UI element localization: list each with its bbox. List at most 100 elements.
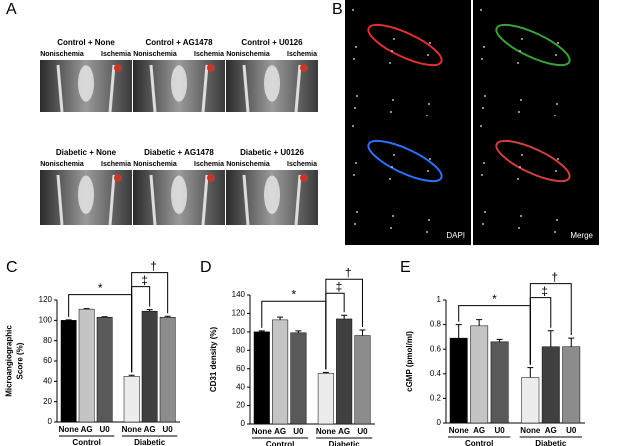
x-tick-label: AG (473, 426, 485, 435)
speckle (354, 107, 356, 109)
x-tick-label: U0 (357, 427, 368, 436)
y-tick-label: 0.2 (430, 394, 442, 403)
bar (141, 310, 158, 423)
speckle (556, 103, 558, 105)
error-bar (164, 315, 171, 318)
x-tick-label: None (449, 426, 470, 435)
bone-shape (264, 65, 280, 102)
group-label: Diabetic (134, 438, 166, 446)
error-bar (83, 308, 90, 310)
leg-bone (56, 64, 64, 113)
bar (490, 341, 509, 424)
significance-bracket (529, 283, 572, 365)
x-tick-label: None (520, 426, 541, 435)
error-bar (476, 319, 483, 326)
x-tick-label: U0 (566, 426, 577, 435)
speckle (391, 50, 393, 52)
y-tick-label: 60 (236, 364, 245, 373)
bar (562, 346, 581, 424)
speckle (555, 170, 557, 172)
y-tick-label: 100 (232, 327, 246, 336)
error-bar (547, 330, 554, 347)
speckle (484, 95, 486, 97)
speckle (483, 46, 485, 48)
speckle (390, 111, 392, 113)
bar (123, 376, 140, 423)
y-tick-label: 60 (43, 356, 52, 365)
x-tick-label: None (122, 425, 143, 434)
leg-bone (242, 64, 250, 113)
y-tick-label: 120 (39, 295, 53, 304)
bar (354, 335, 371, 425)
y-tick-label: 0.8 (430, 320, 442, 329)
group-label: Diabetic (535, 439, 567, 446)
y-tick-label: 100 (39, 315, 53, 324)
vessel-outline (495, 139, 571, 183)
significance-mark: * (98, 281, 103, 295)
leg-bone (108, 64, 116, 113)
y-tick-label: 20 (43, 397, 52, 406)
group-label: Control (72, 438, 100, 446)
error-bar (65, 319, 72, 321)
bone-shape (78, 175, 94, 214)
image-left-label: Nonischemia (40, 51, 84, 58)
panel-label: E (400, 259, 411, 276)
error-bar (277, 316, 284, 320)
significance-mark: † (551, 270, 558, 284)
image-left-label: Nonischemia (226, 161, 270, 168)
error-bar (568, 337, 575, 347)
speckle (520, 99, 522, 101)
speckle (518, 227, 520, 229)
image-right-label: Ischemia (287, 161, 317, 168)
panel-label: A (6, 1, 17, 18)
group-label: Control (266, 440, 294, 446)
speckle (428, 219, 430, 221)
speckle (355, 46, 357, 48)
ischemia-marker (207, 64, 215, 72)
speckle (556, 219, 558, 221)
speckle (356, 95, 358, 97)
bar (272, 319, 289, 425)
bone-shape (171, 175, 187, 214)
bar (96, 317, 113, 423)
significance-bracket (325, 278, 363, 370)
image-right-label: Ischemia (101, 161, 131, 168)
vessel-outline (367, 23, 443, 67)
x-tick-label: AG (274, 427, 286, 436)
bone-shape (264, 175, 280, 214)
error-bar (146, 309, 153, 312)
tile-label: Merge (570, 231, 593, 240)
image-title: Control + U0126 (241, 38, 303, 47)
image-title: Diabetic + AG1478 (144, 148, 214, 157)
image-right-label: Ischemia (194, 161, 224, 168)
leg-bone (108, 174, 116, 226)
bar (159, 317, 176, 423)
speckle (354, 223, 356, 225)
speckle (519, 166, 521, 168)
x-tick-label: U0 (163, 425, 174, 434)
ischemia-marker (300, 64, 308, 72)
speckle (390, 227, 392, 229)
ischemia-marker (300, 174, 308, 182)
y-tick-label: 0.4 (430, 369, 442, 378)
bar (521, 377, 540, 424)
image-right-label: Ischemia (101, 51, 131, 58)
ischemia-marker (114, 64, 122, 72)
speckle (484, 211, 486, 213)
speckle (353, 174, 355, 176)
speckle (426, 231, 428, 233)
image-title: Diabetic + None (56, 148, 117, 157)
bone-shape (78, 65, 94, 102)
vessel-outline (495, 23, 571, 67)
bar (541, 346, 560, 424)
x-tick-label: U0 (100, 425, 111, 434)
error-bar (295, 330, 302, 333)
bar (78, 308, 95, 423)
y-axis-label: Score (%) (16, 342, 25, 379)
leg-bone (242, 174, 250, 226)
error-bar (359, 329, 366, 336)
error-bar (322, 371, 329, 374)
y-tick-label: 80 (43, 336, 52, 345)
x-tick-label: AG (144, 425, 156, 434)
